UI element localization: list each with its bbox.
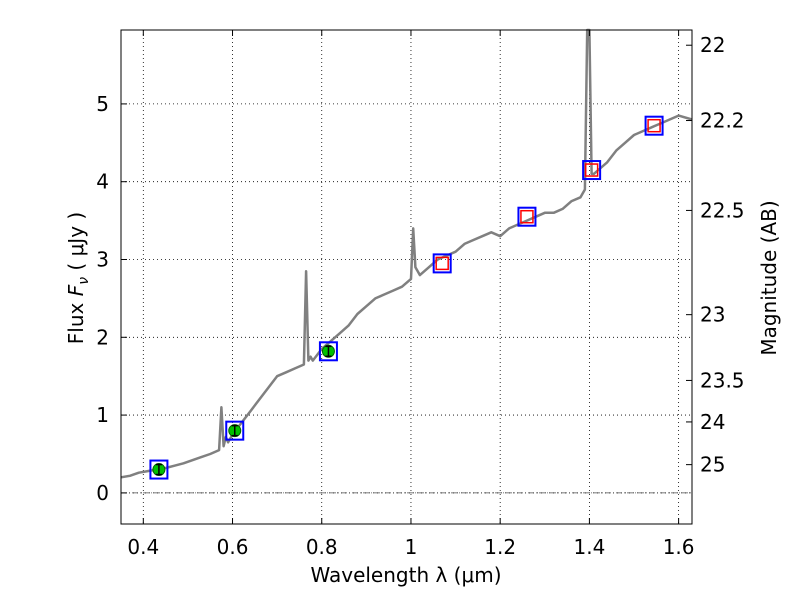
x-tick-label: 1.2 [484, 535, 516, 559]
spectrum-series [120, 28, 693, 479]
y2-tick-label: 22.2 [700, 109, 745, 133]
y2-tick-label: 25 [700, 453, 725, 477]
y-axis-title: Flux Fν ( μJy ) [64, 212, 92, 344]
model-box [517, 206, 537, 227]
spectrum-line [120, 28, 693, 479]
x-tick-label: 1 [405, 535, 418, 559]
plot-frame [120, 29, 693, 525]
model-box [432, 253, 452, 274]
tick-labels: 0.4 0.6 0.8 1 1.2 1.4 1.60123452222.222.52323.… [96, 33, 744, 559]
model-point [517, 206, 537, 227]
model-box [644, 115, 664, 136]
observed-point [149, 459, 169, 480]
y-tick-label: 2 [96, 325, 109, 349]
model-point [432, 253, 452, 274]
y-tick-label: 5 [96, 92, 109, 116]
grid [121, 30, 692, 524]
model-box [318, 341, 338, 362]
model-flux-marker [584, 163, 599, 177]
y-tick-label: 1 [96, 403, 109, 427]
y-tick-label: 4 [96, 170, 109, 194]
model-box [582, 160, 602, 181]
observed-point [318, 341, 338, 362]
model-flux-marker [647, 118, 661, 133]
x-tick-label: 0.6 [217, 535, 249, 559]
y2-axis-title: Magnitude (AB) [757, 200, 781, 355]
x-axis-title: Wavelength λ (μm) [310, 563, 501, 587]
y-axis-title-suffix: ( μJy ) [64, 212, 88, 277]
y-axis-title-symbol: F [64, 284, 88, 296]
model-box [149, 459, 169, 480]
y-tick-label: 3 [96, 247, 109, 271]
x-tick-label: 0.8 [306, 535, 338, 559]
y-tick-label: 0 [96, 481, 109, 505]
model-point [644, 115, 664, 136]
y2-tick-label: 22.5 [700, 198, 745, 222]
observed-point [225, 420, 245, 441]
photometry-markers [149, 115, 664, 480]
model-flux-marker [435, 256, 449, 271]
axes [120, 29, 693, 525]
y2-tick-label: 23.5 [700, 368, 745, 392]
y2-tick-label: 24 [700, 410, 725, 434]
x-tick-label: 1.6 [663, 535, 695, 559]
y2-tick-label: 23 [700, 303, 725, 327]
y-axis-title-subscript: ν [76, 277, 92, 285]
model-flux-marker [520, 209, 534, 224]
x-tick-label: 0.4 [127, 535, 159, 559]
model-box [225, 420, 245, 441]
model-point [582, 160, 602, 181]
y-axis-title-prefix: Flux [64, 296, 88, 344]
y2-tick-label: 22 [700, 33, 725, 57]
x-tick-label: 1.4 [573, 535, 605, 559]
